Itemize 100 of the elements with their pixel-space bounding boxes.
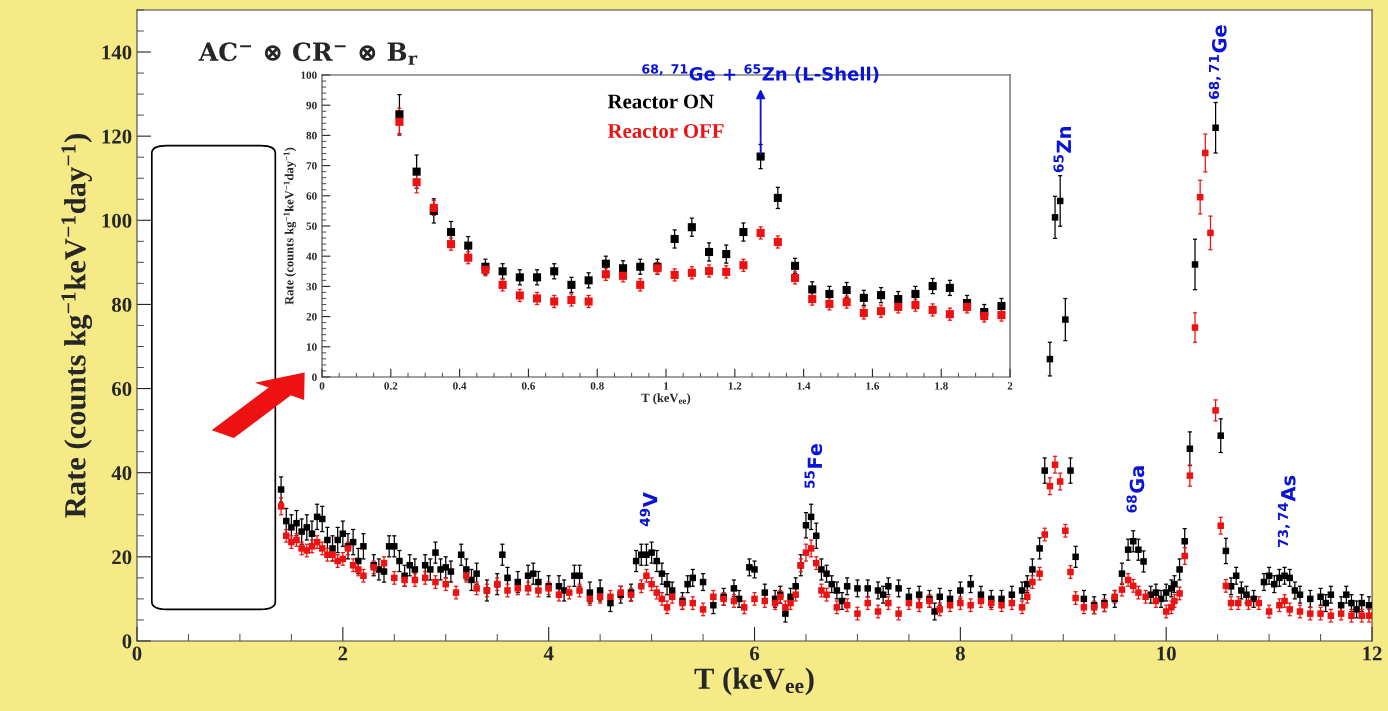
y-tick-label: 40 [111, 466, 132, 481]
point [567, 280, 576, 289]
point [790, 273, 800, 282]
point [550, 267, 559, 276]
x-tick-label: 2 [338, 646, 348, 661]
point [584, 297, 593, 306]
x-tick-label: 0.6 [521, 382, 536, 390]
x-tick-label: 12 [1363, 646, 1382, 661]
y-tick-label: 100 [301, 71, 317, 79]
point [687, 223, 696, 232]
y-tick-label: 10 [306, 343, 317, 351]
point [636, 280, 645, 289]
point [687, 268, 696, 277]
y-tick-label: 70 [306, 162, 317, 170]
point [498, 280, 507, 289]
point [911, 289, 920, 298]
text: Reactor OFF [607, 123, 724, 138]
x-tick-label: 1.6 [866, 382, 880, 390]
point [825, 289, 834, 298]
point [704, 247, 714, 257]
point [945, 283, 954, 292]
x-tick-label: 0.2 [384, 382, 398, 390]
point [446, 240, 456, 249]
point [808, 295, 817, 304]
point [584, 276, 593, 285]
y-tick-label: 0 [122, 634, 132, 649]
annotation: $^{68}$Ga [1126, 466, 1145, 513]
point [464, 241, 473, 250]
point [532, 294, 542, 303]
annotation: AC$^{−}$ ⊗ CR$^{−}$ ⊗ B$_{r}$ [198, 42, 418, 65]
y-tick-label: 0 [312, 373, 317, 381]
point [997, 301, 1006, 311]
y-axis-title: Rate (counts kg$^{−1}$keV$^{−1}$day$^{−1}$) [283, 147, 297, 305]
text: Reactor ON [607, 94, 714, 109]
x-tick-label: 4 [543, 646, 554, 661]
point [601, 259, 610, 268]
point [722, 250, 731, 259]
y-tick-label: 140 [102, 45, 132, 60]
point [550, 297, 559, 306]
point [515, 291, 524, 300]
x-tick-label: 1.4 [797, 382, 811, 390]
point [670, 234, 679, 244]
point [395, 110, 404, 119]
y-tick-label: 60 [112, 381, 132, 396]
annotation: $^{65}$Zn [1053, 127, 1071, 173]
point [515, 273, 524, 282]
annotation: $^{73,74}$As [1277, 475, 1296, 547]
point [894, 295, 903, 304]
x-tick-label: 0.8 [590, 382, 604, 390]
y-tick-label: 120 [102, 129, 132, 144]
x-tick-label: 0.4 [453, 382, 467, 390]
y-tick-label: 20 [112, 550, 132, 565]
point [928, 305, 937, 314]
point [756, 152, 765, 161]
annotation: $^{49}$V [639, 492, 658, 527]
point [618, 264, 628, 273]
point [842, 298, 851, 307]
point [928, 282, 937, 291]
point [876, 307, 886, 316]
point [842, 285, 851, 295]
point [670, 270, 679, 279]
point [790, 261, 800, 270]
point [963, 302, 972, 311]
point [412, 178, 421, 187]
point [945, 310, 954, 319]
y-tick-label: 80 [306, 131, 317, 140]
x-tick-label: 8 [955, 646, 965, 661]
x-tick-label: 0 [132, 646, 142, 661]
annotation: $^{68,71}$Ge [1208, 25, 1227, 99]
annotation: $^{55}$Fe [804, 443, 823, 488]
x-axis-title: T (keV$_{ee}$) [694, 667, 814, 696]
point [498, 267, 507, 276]
y-tick-label: 40 [306, 252, 317, 261]
point [464, 253, 473, 262]
point [894, 302, 903, 311]
x-axis-title: T (keV$_{ee}$) [641, 393, 691, 405]
point [446, 227, 456, 237]
y-tick-label: 60 [306, 192, 317, 200]
y-tick-label: 20 [306, 313, 317, 321]
x-tick-label: 6 [750, 646, 760, 661]
point [395, 117, 404, 126]
y-tick-label: 30 [306, 282, 317, 291]
point [876, 291, 886, 300]
point [601, 270, 610, 279]
point [412, 167, 421, 176]
point [773, 193, 782, 202]
point [532, 273, 542, 282]
x-tick-label: 10 [1157, 646, 1176, 661]
y-tick-label: 100 [102, 213, 132, 228]
point [722, 267, 731, 276]
x-tick-label: 0 [319, 382, 325, 390]
x-tick-label: 2 [1007, 382, 1013, 390]
point [756, 228, 765, 237]
point [636, 262, 645, 271]
point [739, 227, 748, 237]
y-tick-label: 90 [306, 101, 317, 110]
x-tick-label: 1.8 [935, 382, 948, 390]
point [859, 293, 868, 302]
y-tick-label: 80 [111, 297, 132, 312]
y-tick-label: 50 [306, 222, 317, 230]
